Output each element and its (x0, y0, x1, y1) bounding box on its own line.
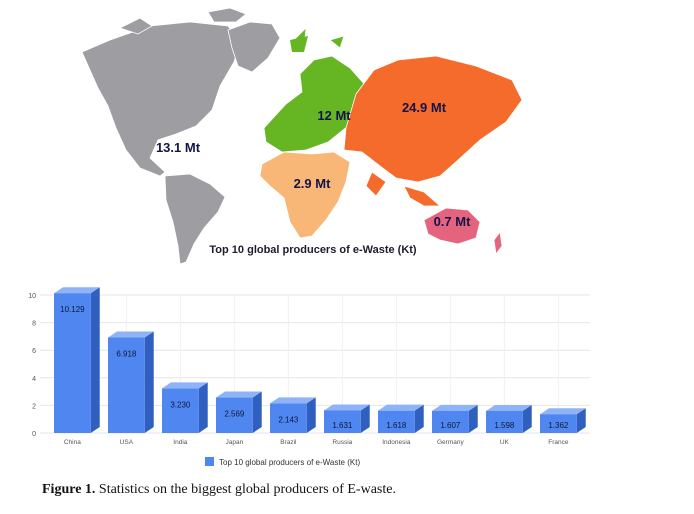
y-tick-label: 10 (28, 293, 36, 300)
y-tick-label: 6 (32, 348, 36, 355)
figure-caption: Figure 1. Statistics on the biggest glob… (42, 482, 396, 498)
bar-japan: 2.569 (216, 391, 262, 433)
x-tick-label: USA (120, 439, 134, 446)
bar-value-label: 3.230 (170, 400, 191, 409)
bar-side-face (576, 408, 586, 433)
oceania-region-shape (423, 207, 481, 245)
americas-region-shape (207, 7, 247, 23)
bar-side-face (522, 404, 532, 433)
europe-region-shape (329, 35, 345, 49)
y-tick-label: 4 (32, 376, 36, 383)
bar-front-face (486, 410, 523, 433)
bar-top-face (324, 404, 370, 411)
bar-value-label: 10.129 (60, 305, 85, 314)
bar-uk: 1.598 (486, 404, 532, 433)
americas-region-shape (227, 21, 281, 73)
africa-region-shape (259, 151, 351, 239)
bar-india: 3.230 (162, 382, 208, 433)
asia-region-shape (343, 55, 523, 183)
bar-indonesia: 1.618 (378, 404, 424, 433)
americas-region-shape (164, 173, 226, 265)
bar-germany: 1.607 (432, 404, 478, 433)
americas-region-shape (118, 17, 153, 35)
americas-region-shape (81, 21, 241, 177)
oceania-value-label: 0.7 Mt (434, 214, 472, 229)
bar-front-face (378, 410, 415, 433)
bar-side-face (414, 404, 424, 433)
bar-front-face (432, 410, 469, 433)
bar-front-face (54, 293, 91, 433)
bar-front-face (540, 414, 577, 433)
bar-value-label: 2.143 (278, 415, 299, 424)
map-title: Top 10 global producers of e-Waste (Kt) (209, 244, 417, 256)
bar-value-label: 6.918 (116, 350, 137, 359)
bar-value-label: 1.618 (386, 421, 407, 430)
bar-chart: 0 2 4 6 8 10 10.129 6.918 3.230 2.569 2.143 1.631 1… (28, 287, 590, 467)
asia-value-label: 24.9 Mt (402, 100, 447, 115)
americas-value-label: 13.1 Mt (156, 140, 201, 155)
x-tick-label: Brazil (280, 439, 297, 446)
y-tick-label: 8 (32, 321, 36, 328)
europe-value-label: 12 Mt (317, 108, 351, 123)
bar-front-face (108, 337, 145, 433)
bar-side-face (90, 287, 100, 433)
bar-russia: 1.631 (324, 404, 370, 433)
bar-top-face (162, 382, 208, 389)
caption-label: Figure 1. (42, 482, 96, 497)
x-tick-label: India (173, 439, 187, 446)
caption-text: Statistics on the biggest global produce… (98, 482, 396, 497)
y-tick-label: 2 (32, 403, 36, 410)
africa-value-label: 2.9 Mt (294, 176, 332, 191)
bar-value-label: 1.362 (548, 421, 569, 430)
bar-france: 1.362 (540, 408, 586, 433)
x-tick-label: Indonesia (382, 439, 411, 446)
x-tick-label: Russia (332, 439, 352, 446)
bar-front-face (216, 397, 253, 433)
x-tick-label: Germany (437, 439, 464, 446)
x-tick-label: France (548, 439, 569, 446)
bar-side-face (306, 397, 316, 433)
bar-value-label: 2.569 (224, 410, 245, 419)
bar-brazil: 2.143 (270, 397, 316, 433)
bar-front-face (162, 388, 199, 433)
bar-front-face (324, 410, 361, 433)
asia-region-shape (365, 171, 387, 197)
bar-front-face (270, 403, 307, 433)
bar-top-face (432, 404, 478, 411)
bar-side-face (468, 404, 478, 433)
legend-swatch (205, 457, 214, 466)
bar-top-face (54, 287, 100, 294)
bar-value-label: 1.598 (494, 421, 515, 430)
legend-label: Top 10 global producers of e-Waste (Kt) (219, 458, 360, 467)
x-tick-label: UK (500, 439, 510, 446)
bar-side-face (198, 382, 208, 433)
asia-region-shape (403, 185, 442, 207)
world-map: 13.1 Mt 12 Mt 24.9 Mt 2.9 Mt 0.7 Mt Top 10 g… (81, 7, 523, 265)
x-tick-label: Japan (226, 439, 244, 446)
bar-china: 10.129 (54, 287, 100, 433)
x-tick-label: China (64, 439, 81, 446)
y-tick-label: 0 (32, 431, 36, 438)
bar-value-label: 1.631 (332, 421, 353, 430)
bar-side-face (252, 391, 262, 433)
bar-top-face (270, 397, 316, 404)
bar-value-label: 1.607 (440, 421, 461, 430)
bar-top-face (486, 404, 532, 411)
bar-side-face (144, 331, 154, 433)
bar-top-face (108, 331, 154, 338)
oceania-region-shape (493, 230, 503, 256)
bar-top-face (540, 408, 586, 415)
bar-side-face (360, 404, 370, 433)
bar-top-face (378, 404, 424, 411)
bar-top-face (216, 391, 262, 398)
bar-usa: 6.918 (108, 331, 154, 433)
greenland-shape (290, 36, 308, 52)
